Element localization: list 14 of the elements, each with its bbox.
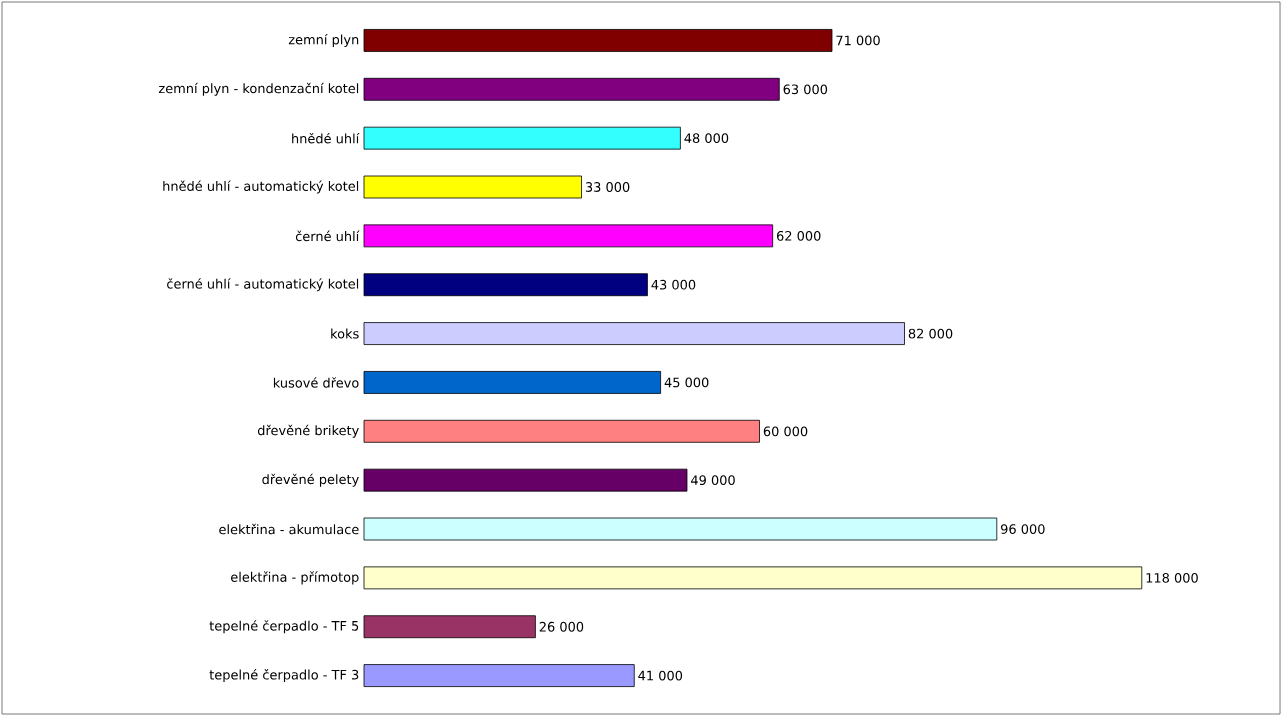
bar <box>363 664 635 687</box>
bar <box>363 224 774 248</box>
bar <box>363 77 780 101</box>
bar <box>363 615 536 639</box>
bar <box>363 419 760 443</box>
bar <box>363 126 681 150</box>
bar <box>363 468 688 492</box>
bar <box>363 175 582 199</box>
bar <box>363 371 662 394</box>
bar <box>363 322 905 345</box>
bar <box>363 29 833 52</box>
bar <box>363 566 1143 590</box>
bar <box>363 517 998 541</box>
bar <box>363 273 648 297</box>
